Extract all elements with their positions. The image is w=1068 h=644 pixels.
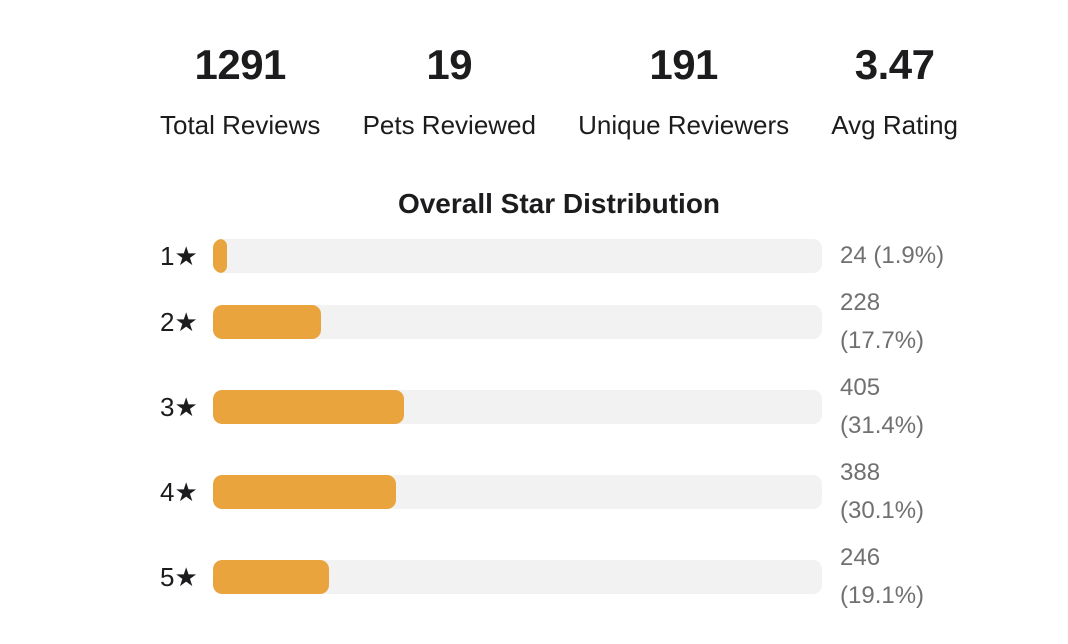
stat-unique-reviewers: 191 Unique Reviewers bbox=[578, 42, 789, 142]
summary-stats-row: 1291 Total Reviews 19 Pets Reviewed 191 … bbox=[160, 42, 958, 142]
percent-text: (31.4%) bbox=[840, 412, 925, 439]
stat-label: Pets Reviewed bbox=[362, 110, 536, 140]
stat-total-reviews: 1291 Total Reviews bbox=[160, 42, 320, 142]
bar-value-label: 246 (19.1%) bbox=[840, 539, 958, 615]
stat-value: 3.47 bbox=[854, 41, 935, 88]
bar-row-4-star: 4★ 388 (30.1%) bbox=[160, 454, 958, 530]
count-text: 24 bbox=[840, 242, 867, 269]
stat-label: Unique Reviewers bbox=[578, 110, 790, 140]
star-label: 3★ bbox=[160, 392, 198, 422]
stat-label: Total Reviews bbox=[160, 110, 321, 140]
bar-row-5-star: 5★ 246 (19.1%) bbox=[160, 539, 958, 615]
bar-value-label: 388 (30.1%) bbox=[840, 454, 958, 530]
bar-track bbox=[213, 560, 822, 594]
percent-text: (19.1%) bbox=[840, 582, 925, 609]
stat-value: 19 bbox=[426, 41, 473, 88]
bar-fill bbox=[213, 560, 330, 594]
bar-row-3-star: 3★ 405 (31.4%) bbox=[160, 369, 958, 445]
count-text: 246 bbox=[840, 544, 881, 571]
bar-track bbox=[213, 305, 822, 339]
bar-value-label: 24 (1.9%) bbox=[840, 237, 958, 275]
count-text: 388 bbox=[840, 459, 881, 486]
bar-fill bbox=[213, 305, 321, 339]
star-distribution-chart: 1★ 24 (1.9%) 2★ 228 (17.7%) 3★ 405 (31.4… bbox=[160, 237, 958, 615]
bar-value-label: 405 (31.4%) bbox=[840, 369, 958, 445]
bar-fill bbox=[213, 475, 397, 509]
stat-value: 1291 bbox=[194, 41, 286, 88]
bar-fill bbox=[213, 239, 227, 273]
stat-label: Avg Rating bbox=[831, 110, 958, 140]
percent-text: (30.1%) bbox=[840, 497, 925, 524]
count-text: 405 bbox=[840, 374, 881, 401]
count-text: 228 bbox=[840, 289, 881, 316]
bar-track bbox=[213, 239, 822, 273]
star-label: 2★ bbox=[160, 307, 198, 337]
percent-text: (1.9%) bbox=[873, 242, 945, 269]
stat-value: 191 bbox=[649, 41, 718, 88]
star-label: 1★ bbox=[160, 241, 198, 271]
bar-row-2-star: 2★ 228 (17.7%) bbox=[160, 284, 958, 360]
bar-track bbox=[213, 390, 822, 424]
bar-value-label: 228 (17.7%) bbox=[840, 284, 958, 360]
chart-title: Overall Star Distribution bbox=[397, 188, 721, 219]
percent-text: (17.7%) bbox=[840, 327, 925, 354]
star-label: 4★ bbox=[160, 477, 198, 507]
stat-avg-rating: 3.47 Avg Rating bbox=[831, 42, 958, 142]
bar-fill bbox=[213, 390, 405, 424]
bar-track bbox=[213, 475, 822, 509]
content-container: 1291 Total Reviews 19 Pets Reviewed 191 … bbox=[160, 42, 958, 624]
star-label: 5★ bbox=[160, 562, 198, 592]
bar-row-1-star: 1★ 24 (1.9%) bbox=[160, 237, 958, 275]
stat-pets-reviewed: 19 Pets Reviewed bbox=[363, 42, 536, 142]
